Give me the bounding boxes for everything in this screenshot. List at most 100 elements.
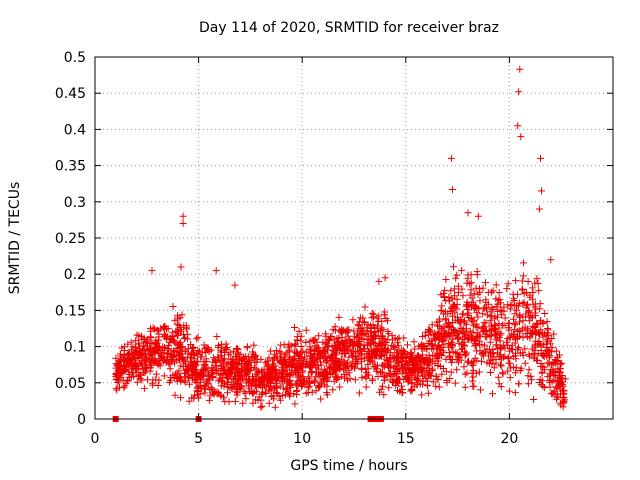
data-point bbox=[276, 382, 284, 390]
data-point bbox=[488, 356, 496, 364]
data-point bbox=[453, 271, 461, 279]
data-point bbox=[399, 355, 407, 363]
data-point bbox=[486, 360, 493, 367]
data-point bbox=[171, 391, 179, 399]
data-point bbox=[402, 350, 410, 358]
data-point bbox=[348, 347, 356, 355]
data-point bbox=[285, 348, 293, 356]
data-point bbox=[293, 349, 301, 357]
data-point bbox=[270, 395, 278, 403]
data-point bbox=[170, 348, 178, 356]
data-point bbox=[209, 374, 217, 382]
data-point bbox=[137, 371, 145, 379]
data-point bbox=[180, 335, 188, 342]
data-point bbox=[530, 324, 538, 331]
data-point bbox=[369, 334, 377, 341]
data-point bbox=[200, 358, 208, 366]
data-point bbox=[511, 369, 519, 377]
data-point bbox=[510, 297, 518, 304]
data-point bbox=[292, 364, 300, 371]
data-point bbox=[169, 303, 177, 310]
data-point bbox=[370, 313, 377, 321]
data-point bbox=[278, 378, 286, 385]
data-point bbox=[354, 349, 362, 357]
data-point bbox=[523, 301, 531, 309]
data-point bbox=[336, 383, 344, 391]
data-point bbox=[435, 317, 443, 325]
data-point bbox=[464, 306, 471, 314]
data-point bbox=[550, 330, 558, 338]
data-point bbox=[540, 330, 548, 338]
data-point bbox=[361, 345, 369, 353]
data-point bbox=[292, 380, 300, 388]
data-point bbox=[271, 350, 278, 358]
data-point bbox=[519, 333, 527, 341]
data-point bbox=[368, 377, 376, 385]
data-point bbox=[176, 314, 184, 322]
data-point bbox=[363, 324, 371, 332]
data-point bbox=[323, 377, 331, 385]
data-point bbox=[503, 338, 511, 346]
data-point bbox=[348, 363, 356, 371]
data-point bbox=[398, 389, 406, 397]
data-point bbox=[208, 367, 216, 374]
data-point bbox=[443, 377, 451, 384]
data-point bbox=[364, 350, 372, 358]
data-point bbox=[458, 310, 466, 318]
data-point bbox=[133, 378, 141, 386]
data-point bbox=[435, 334, 442, 342]
data-point bbox=[515, 327, 523, 335]
data-point bbox=[546, 352, 554, 360]
data-point bbox=[497, 383, 505, 391]
data-point bbox=[127, 346, 135, 354]
data-point bbox=[146, 358, 154, 366]
data-point bbox=[400, 334, 408, 342]
data-point bbox=[375, 277, 383, 285]
data-point bbox=[458, 285, 466, 293]
data-point bbox=[185, 397, 193, 405]
data-point bbox=[453, 295, 461, 303]
data-point bbox=[293, 387, 300, 395]
data-point bbox=[524, 278, 532, 285]
data-point bbox=[519, 317, 527, 325]
data-point bbox=[262, 382, 270, 390]
data-point bbox=[148, 267, 156, 275]
data-point bbox=[379, 326, 387, 334]
data-point bbox=[180, 356, 188, 364]
data-point bbox=[498, 311, 506, 319]
data-point bbox=[405, 377, 413, 385]
data-point bbox=[221, 349, 228, 356]
data-point bbox=[511, 320, 519, 328]
data-point bbox=[539, 382, 547, 390]
data-point bbox=[363, 336, 371, 343]
data-point bbox=[335, 313, 343, 321]
data-point bbox=[521, 345, 529, 353]
data-point bbox=[537, 154, 544, 162]
data-point bbox=[470, 290, 478, 298]
data-point bbox=[404, 378, 412, 386]
data-point bbox=[200, 365, 208, 373]
data-point bbox=[337, 355, 345, 363]
data-point bbox=[297, 337, 305, 345]
data-point bbox=[391, 345, 399, 353]
data-point bbox=[211, 356, 219, 364]
data-point bbox=[310, 337, 318, 345]
data-point bbox=[476, 285, 483, 293]
data-point bbox=[543, 336, 551, 344]
data-point bbox=[505, 355, 512, 362]
data-point bbox=[297, 349, 305, 357]
data-point bbox=[329, 363, 337, 371]
data-point bbox=[384, 357, 391, 364]
data-point bbox=[311, 379, 318, 387]
data-point bbox=[482, 296, 490, 304]
data-point bbox=[257, 403, 265, 411]
data-point bbox=[283, 385, 291, 393]
data-point bbox=[544, 326, 552, 334]
data-point bbox=[354, 340, 362, 348]
data-point bbox=[246, 358, 254, 366]
data-point bbox=[386, 362, 394, 370]
data-point bbox=[189, 360, 196, 368]
data-point bbox=[532, 305, 540, 313]
data-point bbox=[489, 390, 496, 398]
data-point bbox=[136, 352, 144, 359]
